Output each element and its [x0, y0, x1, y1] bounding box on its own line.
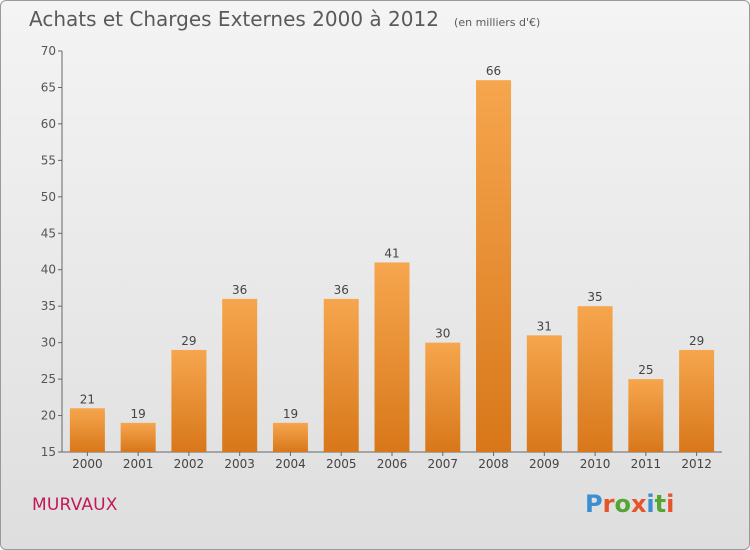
logo-letter: t — [654, 490, 667, 518]
x-tick-label-2000: 2000 — [72, 457, 103, 471]
bar-2003 — [222, 298, 258, 452]
y-tick-label: 35 — [41, 299, 56, 313]
data-label-2007: 30 — [435, 327, 450, 341]
y-tick-label: 65 — [41, 80, 56, 94]
data-label-2002: 29 — [181, 334, 196, 348]
chart-title-block: Achats et Charges Externes 2000 à 2012 (… — [29, 7, 540, 31]
y-tick-label: 60 — [41, 117, 56, 131]
bar-2000 — [69, 408, 105, 452]
x-tick-label-2005: 2005 — [326, 457, 357, 471]
y-tick-label: 55 — [41, 153, 56, 167]
x-tick-label-2007: 2007 — [427, 457, 458, 471]
bar-2006 — [374, 262, 410, 452]
data-label-2005: 36 — [334, 283, 349, 297]
commune-name: MURVAUX — [32, 495, 118, 515]
y-tick-label: 15 — [41, 445, 56, 459]
chart-title: Achats et Charges Externes 2000 à 2012 — [29, 7, 439, 31]
data-label-2010: 35 — [587, 290, 602, 304]
data-label-2009: 31 — [537, 319, 552, 333]
y-tick-label: 70 — [41, 44, 56, 58]
y-tick-label: 25 — [41, 372, 56, 386]
proxiti-logo: Proxiti — [585, 490, 674, 518]
x-tick-label-2012: 2012 — [681, 457, 712, 471]
x-tick-label-2010: 2010 — [580, 457, 611, 471]
x-tick-label-2002: 2002 — [174, 457, 205, 471]
logo-letter: r — [602, 490, 615, 518]
data-label-2006: 41 — [384, 246, 399, 260]
x-tick-label-2003: 2003 — [224, 457, 255, 471]
data-label-2011: 25 — [638, 363, 653, 377]
data-label-2004: 19 — [283, 407, 298, 421]
y-tick-label: 30 — [41, 336, 56, 350]
x-tick-label-2011: 2011 — [631, 457, 662, 471]
y-tick-label: 50 — [41, 190, 56, 204]
bar-2008 — [476, 80, 512, 452]
x-tick-label-2008: 2008 — [478, 457, 509, 471]
bar-2001 — [120, 422, 156, 452]
y-tick-label: 20 — [41, 409, 56, 423]
data-label-2001: 19 — [131, 407, 146, 421]
bar-2009 — [526, 335, 562, 452]
y-tick-label: 45 — [41, 226, 56, 240]
bar-2002 — [171, 349, 207, 452]
bar-2010 — [577, 306, 613, 452]
data-label-2003: 36 — [232, 283, 247, 297]
logo-letter: o — [614, 490, 631, 518]
x-tick-label-2009: 2009 — [529, 457, 560, 471]
chart-subtitle: (en milliers d'€) — [454, 16, 541, 29]
data-label-2008: 66 — [486, 64, 501, 78]
logo-letter: x — [630, 490, 647, 518]
logo-letter: P — [585, 490, 603, 518]
x-tick-label-2006: 2006 — [377, 457, 408, 471]
bar-2007 — [425, 342, 461, 452]
data-label-2000: 21 — [80, 392, 95, 406]
logo-letter: i — [666, 490, 675, 518]
logo-letter: i — [646, 490, 655, 518]
bar-2011 — [628, 379, 664, 452]
bar-2012 — [679, 349, 715, 452]
x-tick-label-2004: 2004 — [275, 457, 306, 471]
x-tick-label-2001: 2001 — [123, 457, 154, 471]
y-tick-label: 40 — [41, 263, 56, 277]
bar-2005 — [323, 298, 359, 452]
bar-2004 — [272, 422, 308, 452]
data-label-2012: 29 — [689, 334, 704, 348]
